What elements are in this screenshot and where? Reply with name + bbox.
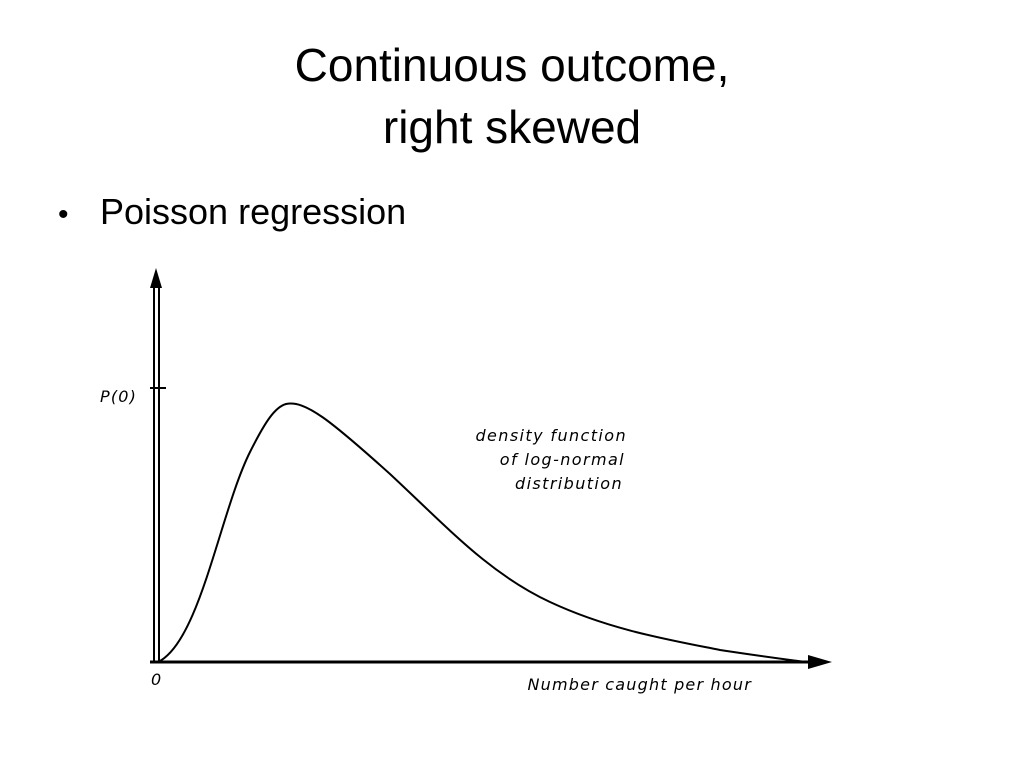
y-axis-label: P(0) bbox=[100, 387, 137, 406]
annotation-line-1: density function bbox=[475, 426, 627, 445]
x-axis-label: Number caught per hour bbox=[528, 675, 753, 694]
x-origin-label: 0 bbox=[151, 670, 162, 689]
density-plot: P(0) 0 Number caught per hour density fu… bbox=[100, 268, 832, 694]
annotation-line-2: of log-normal bbox=[500, 450, 625, 469]
y-axis-arrow-icon bbox=[150, 268, 162, 288]
bullet-item: • Poisson regression bbox=[58, 190, 406, 237]
x-axis-arrow-icon bbox=[808, 655, 832, 669]
title-line-2: right skewed bbox=[382, 101, 642, 153]
bullet-dot-icon: • bbox=[58, 198, 69, 231]
slide-title: Continuous outcome, right skewed bbox=[0, 34, 1024, 158]
log-normal-curve bbox=[157, 402, 807, 663]
bullet-text: Poisson regression bbox=[100, 191, 407, 232]
annotation-line-3: distribution bbox=[515, 474, 623, 493]
title-line-1: Continuous outcome, bbox=[294, 39, 730, 91]
density-figure: P(0) 0 Number caught per hour density fu… bbox=[90, 262, 850, 702]
bullet-list: • Poisson regression bbox=[58, 190, 406, 237]
